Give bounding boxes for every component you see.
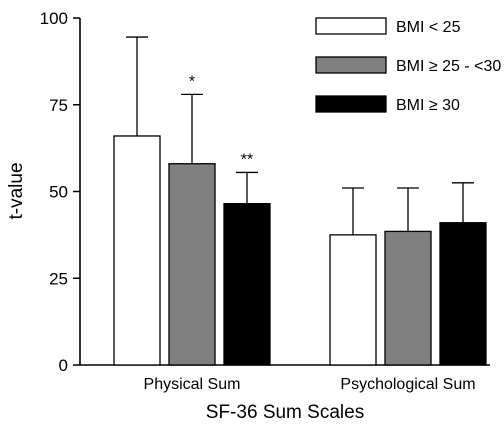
- bar: [113, 135, 161, 366]
- x-tick-label: Psychological Sum: [340, 376, 475, 393]
- legend-swatch: [315, 95, 387, 113]
- legend-label: BMI ≥ 25 - <30: [396, 58, 501, 75]
- bar: [223, 202, 271, 366]
- significance-marker: **: [241, 151, 253, 168]
- y-ticks: 0 25 50 75 100: [40, 9, 80, 375]
- y-axis-label: t-value: [6, 162, 27, 219]
- legend-label: BMI ≥ 30: [396, 97, 460, 114]
- x-ticks: Physical Sum Psychological Sum: [144, 376, 476, 393]
- x-tick-label: Physical Sum: [144, 376, 241, 393]
- bar: [384, 230, 432, 366]
- legend-swatch: [315, 17, 387, 35]
- bar: [168, 163, 216, 366]
- y-tick-label: 0: [59, 356, 68, 375]
- bar: [439, 222, 487, 366]
- bars: ***: [113, 36, 487, 366]
- y-tick-label: 75: [49, 96, 68, 115]
- legend-swatch: [315, 56, 387, 74]
- x-axis-label: SF-36 Sum Scales: [206, 402, 364, 423]
- y-tick-label: 25: [49, 269, 68, 288]
- y-tick-label: 50: [49, 183, 68, 202]
- significance-marker: *: [189, 73, 195, 90]
- y-tick-label: 100: [40, 9, 68, 28]
- legend: BMI < 25 BMI ≥ 25 - <30 BMI ≥ 30: [315, 17, 501, 114]
- legend-label: BMI < 25: [396, 19, 461, 36]
- bar: [329, 234, 377, 366]
